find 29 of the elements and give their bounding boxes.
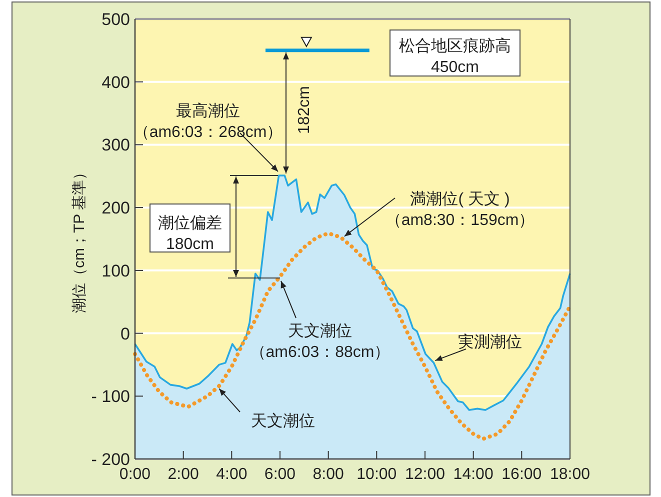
annotation: 最高潮位（am6:03：268cm） <box>133 102 283 141</box>
y-tick-label: 200 <box>102 198 130 218</box>
annotation: 天文潮位（am6:03：88cm） <box>250 322 390 361</box>
x-tick-label: 4:00 <box>216 466 248 483</box>
y-tick-label: - 200 <box>91 450 130 469</box>
annotation: 潮位偏差 180cm <box>158 214 222 253</box>
y-tick-label: 400 <box>102 72 130 92</box>
annotation: 実測潮位 <box>458 333 522 351</box>
line-series <box>133 231 572 441</box>
x-tick-label: 6:00 <box>264 466 296 483</box>
annotation: 松合地区痕跡高 450cm <box>399 37 511 76</box>
x-tick-label: 14:00 <box>453 466 494 483</box>
x-tick-label: 16:00 <box>502 466 542 483</box>
x-tick-label: 0:00 <box>119 466 151 483</box>
y-tick-label: 300 <box>102 136 130 155</box>
x-tick-label: 8:00 <box>312 466 344 483</box>
x-tick-label: 2:00 <box>168 466 200 483</box>
annotation: 天文潮位 <box>251 412 315 430</box>
annotation: 182cm <box>296 86 313 134</box>
x-tick-label: 12:00 <box>404 466 446 483</box>
annotation: 満潮位( 天文 )（am8:30：159cm） <box>385 190 535 229</box>
y-tick-label: 100 <box>102 261 130 280</box>
y-tick-label: 0 <box>120 324 130 344</box>
y-axis-title: 潮位（cm；TP 基準） <box>71 164 88 314</box>
x-tick-label: 10:00 <box>356 466 397 483</box>
y-tick-label: - 100 <box>91 387 130 406</box>
y-tick-label: 500 <box>102 10 130 29</box>
x-tick-label: 18:00 <box>550 466 590 483</box>
line-series <box>134 174 571 411</box>
